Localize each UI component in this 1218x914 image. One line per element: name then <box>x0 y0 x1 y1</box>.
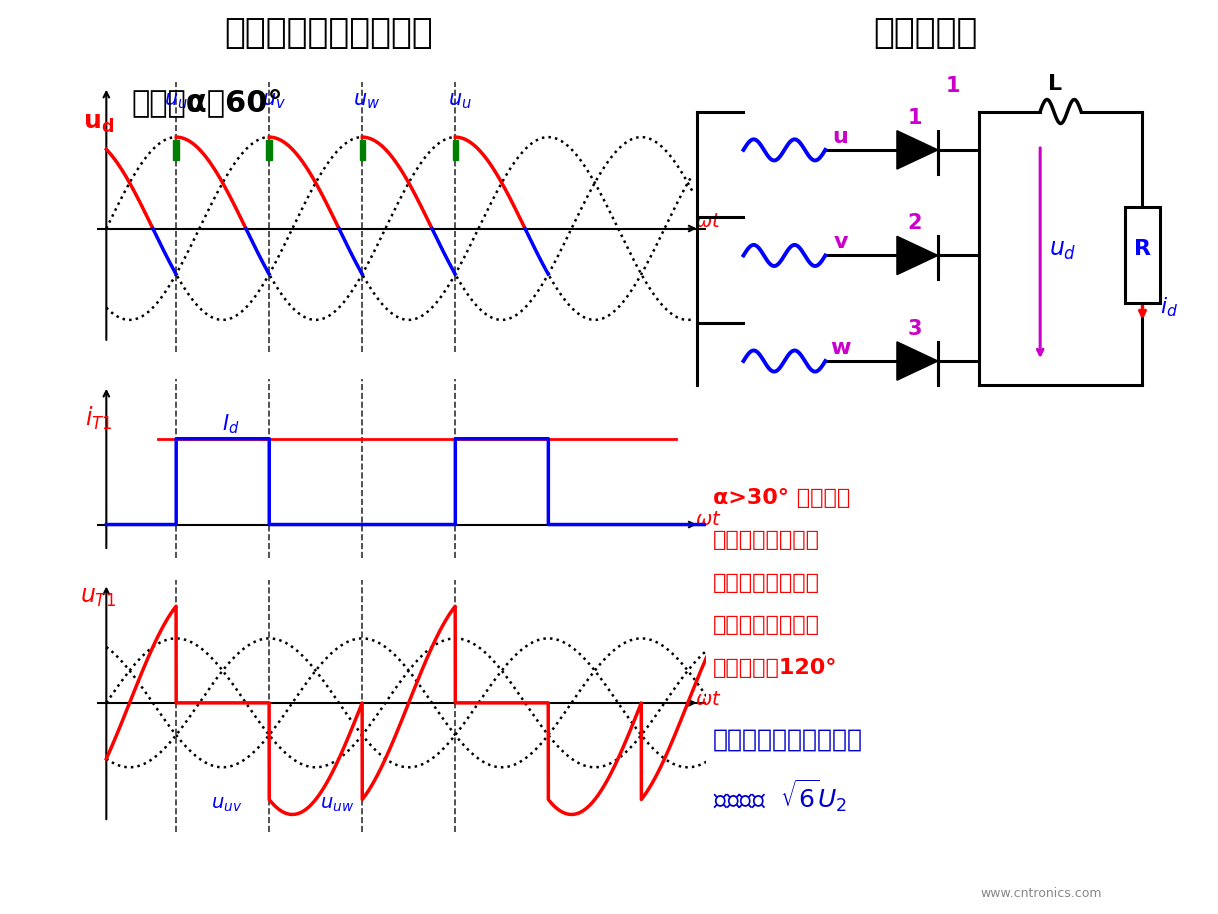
Bar <box>359 140 365 160</box>
Text: $u_w$: $u_w$ <box>353 90 380 111</box>
Text: 1: 1 <box>907 108 922 128</box>
Text: $\mathbf{u}_\mathbf{d}$: $\mathbf{u}_\mathbf{d}$ <box>83 112 113 135</box>
Text: www.cntronics.com: www.cntronics.com <box>980 887 1102 900</box>
Text: 三相半波可控整流电路: 三相半波可控整流电路 <box>224 16 434 50</box>
Text: L: L <box>1049 74 1062 94</box>
Text: 形连续，输出电压: 形连续，输出电压 <box>713 573 820 592</box>
Text: 晶闸管承受的最大正反: 晶闸管承受的最大正反 <box>713 728 862 751</box>
Text: $u_{uw}$: $u_{uw}$ <box>320 795 354 814</box>
Text: $i_d$: $i_d$ <box>1161 295 1179 319</box>
Text: α>30° 时，电压: α>30° 时，电压 <box>713 487 850 507</box>
Text: $\omega t$: $\omega t$ <box>694 510 721 529</box>
Text: w: w <box>831 338 851 358</box>
Text: 波形出现负值，波: 波形出现负值，波 <box>713 530 820 550</box>
Polygon shape <box>896 237 938 275</box>
Text: $u_u$: $u_u$ <box>164 90 188 111</box>
Text: $u_u$: $u_u$ <box>448 90 471 111</box>
Bar <box>1124 207 1161 303</box>
Text: R: R <box>1134 239 1151 260</box>
Text: 平均值下降，晶闸: 平均值下降，晶闸 <box>713 615 820 635</box>
Text: 1: 1 <box>946 76 961 96</box>
Text: 电感性负载: 电感性负载 <box>873 16 978 50</box>
Polygon shape <box>896 131 938 169</box>
Text: 控制角α＝60°: 控制角α＝60° <box>132 89 283 117</box>
Text: $u_v$: $u_v$ <box>262 90 285 111</box>
Text: $I_d$: $I_d$ <box>222 413 240 436</box>
Bar <box>267 140 272 160</box>
Text: $u_{T1}$: $u_{T1}$ <box>80 585 116 609</box>
Text: $u_d$: $u_d$ <box>1050 238 1077 261</box>
Text: 2: 2 <box>907 213 922 233</box>
Text: v: v <box>833 232 848 252</box>
Text: $\omega t$: $\omega t$ <box>694 690 721 709</box>
Text: $u_{uv}$: $u_{uv}$ <box>211 795 242 814</box>
Polygon shape <box>896 342 938 380</box>
Bar <box>453 140 458 160</box>
Text: $i_{T1}$: $i_{T1}$ <box>84 405 112 431</box>
Text: 3: 3 <box>907 319 922 339</box>
Bar <box>173 140 179 160</box>
Text: $\omega t$: $\omega t$ <box>694 212 721 230</box>
Text: 向压降为  $\sqrt{6}U_2$: 向压降为 $\sqrt{6}U_2$ <box>713 778 848 814</box>
Text: u: u <box>833 127 849 147</box>
Text: 管导通角为120°: 管导通角为120° <box>713 658 837 678</box>
